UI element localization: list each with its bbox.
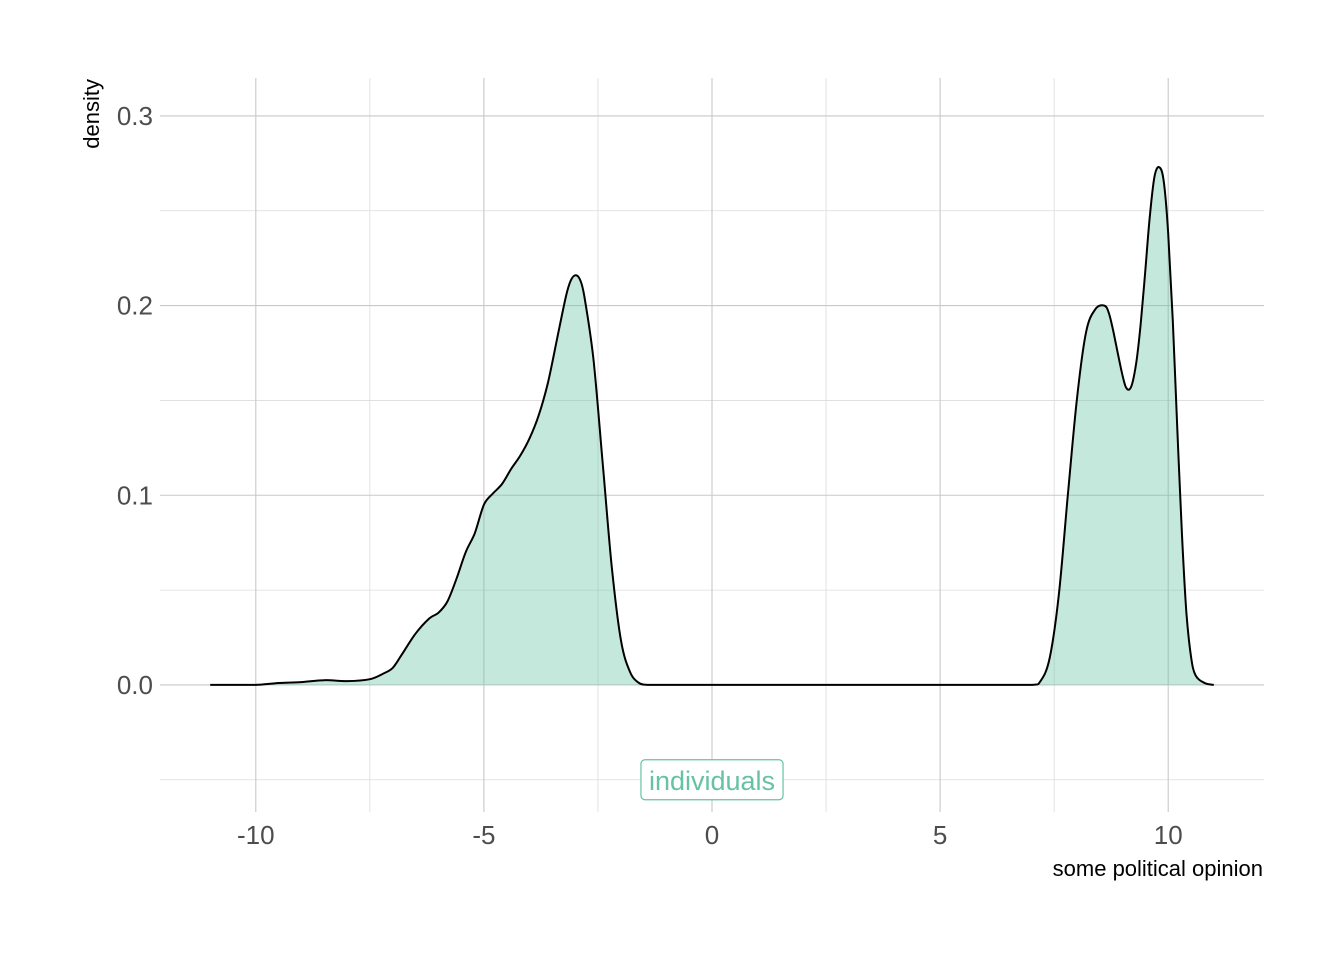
x-tick-label: -10: [237, 820, 275, 850]
y-tick-label: 0.2: [117, 291, 153, 321]
x-tick-label: 10: [1154, 820, 1183, 850]
x-tick-label: 5: [933, 820, 947, 850]
y-axis-ticks: 0.0 0.1 0.2 0.3: [117, 101, 153, 700]
annotation-label: individuals: [649, 766, 775, 796]
y-tick-label: 0.1: [117, 480, 153, 510]
annotation-group: individuals: [640, 759, 784, 801]
density-plot: [210, 166, 1214, 686]
annotation-box: [640, 759, 784, 801]
density-line: [210, 166, 1214, 686]
x-axis-ticks: -10 -5 0 5 10: [237, 820, 1183, 850]
y-tick-label: 0.3: [117, 101, 153, 131]
density-area: [210, 167, 1214, 685]
x-tick-label: -5: [472, 820, 495, 850]
x-axis-title: some political opinion: [1053, 856, 1263, 881]
y-tick-label: 0.0: [117, 670, 153, 700]
x-tick-label: 0: [705, 820, 719, 850]
y-axis-title: density: [79, 79, 104, 149]
